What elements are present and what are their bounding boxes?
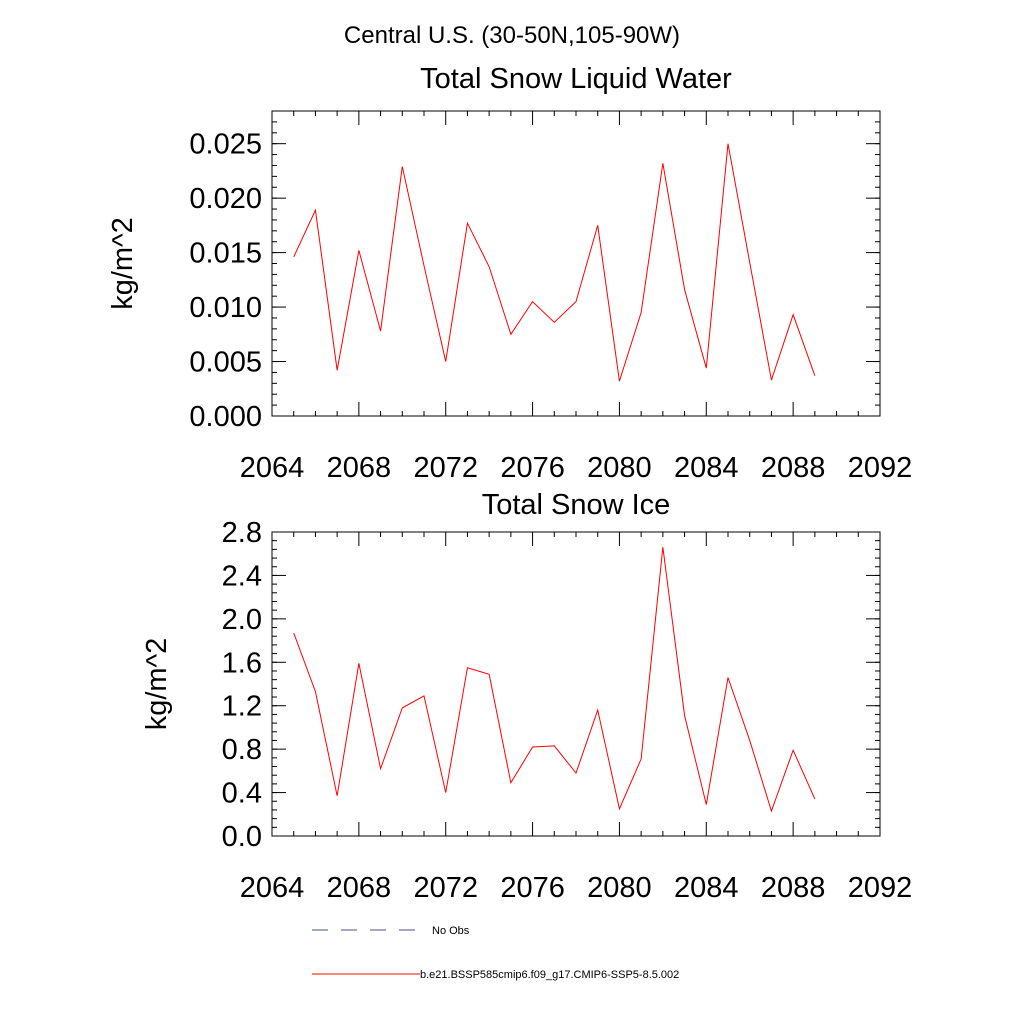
- legend-label-model-run: b.e21.BSSP585cmip6.f09_g17.CMIP6-SSP5-8.…: [420, 969, 679, 981]
- y-tick-label: 0.010: [189, 292, 262, 324]
- y-tick-label: 0.4: [222, 778, 262, 810]
- y-tick-label: 0.015: [189, 238, 262, 270]
- x-tick-label: 2092: [848, 872, 913, 904]
- plot-frame: [272, 111, 880, 416]
- series-line-total-snow-ice: [294, 547, 815, 811]
- x-tick-label: 2076: [500, 872, 565, 904]
- y-tick-label: 1.2: [222, 691, 262, 723]
- series-line-total-snow-liquid-water: [294, 144, 815, 381]
- y-tick-label: 2.8: [222, 517, 262, 549]
- x-tick-label: 2084: [674, 872, 739, 904]
- x-tick-label: 2068: [327, 452, 392, 484]
- y-tick-label: 0.025: [189, 129, 262, 161]
- x-tick-label: 2080: [587, 452, 652, 484]
- chart-panel-snow-ice: Total Snow Ice 2064 2068 2072 2076 2080 2084 20…: [141, 489, 912, 904]
- legend-item-no-obs: No Obs: [312, 925, 470, 937]
- y-axis-label: kg/m^2: [107, 217, 139, 310]
- x-tick-label: 2088: [761, 872, 826, 904]
- y-tick-label: 0.000: [189, 401, 262, 433]
- x-tick-label: 2064: [240, 452, 305, 484]
- y-tick-label: 0.8: [222, 734, 262, 766]
- y-tick-label: 2.4: [222, 560, 262, 592]
- y-tick-label: 0.0: [222, 821, 262, 853]
- x-tick-label: 2080: [587, 872, 652, 904]
- x-tick-label: 2068: [327, 872, 392, 904]
- x-tick-label: 2076: [500, 452, 565, 484]
- legend: No Obs b.e21.BSSP585cmip6.f09_g17.CMIP6-…: [312, 925, 679, 981]
- chart-title: Total Snow Ice: [482, 489, 671, 521]
- x-tick-label: 2072: [413, 872, 478, 904]
- chart-title: Total Snow Liquid Water: [420, 63, 732, 95]
- figure-suptitle: Central U.S. (30-50N,105-90W): [344, 22, 680, 49]
- x-tick-label: 2064: [240, 872, 305, 904]
- x-tick-label: 2072: [413, 452, 478, 484]
- y-tick-label: 0.005: [189, 347, 262, 379]
- chart-panel-snow-liquid-water: Total Snow Liquid Water 2064 2068 2072 2076 2…: [107, 63, 912, 484]
- x-tick-label: 2088: [761, 452, 826, 484]
- y-tick-label: 0.020: [189, 183, 262, 215]
- y-axis-label: kg/m^2: [141, 638, 173, 731]
- legend-label-no-obs: No Obs: [432, 925, 470, 937]
- x-tick-label: 2084: [674, 452, 739, 484]
- x-tick-label: 2092: [848, 452, 913, 484]
- legend-item-model-run: b.e21.BSSP585cmip6.f09_g17.CMIP6-SSP5-8.…: [312, 969, 679, 981]
- y-tick-label: 2.0: [222, 604, 262, 636]
- y-tick-label: 1.6: [222, 647, 262, 679]
